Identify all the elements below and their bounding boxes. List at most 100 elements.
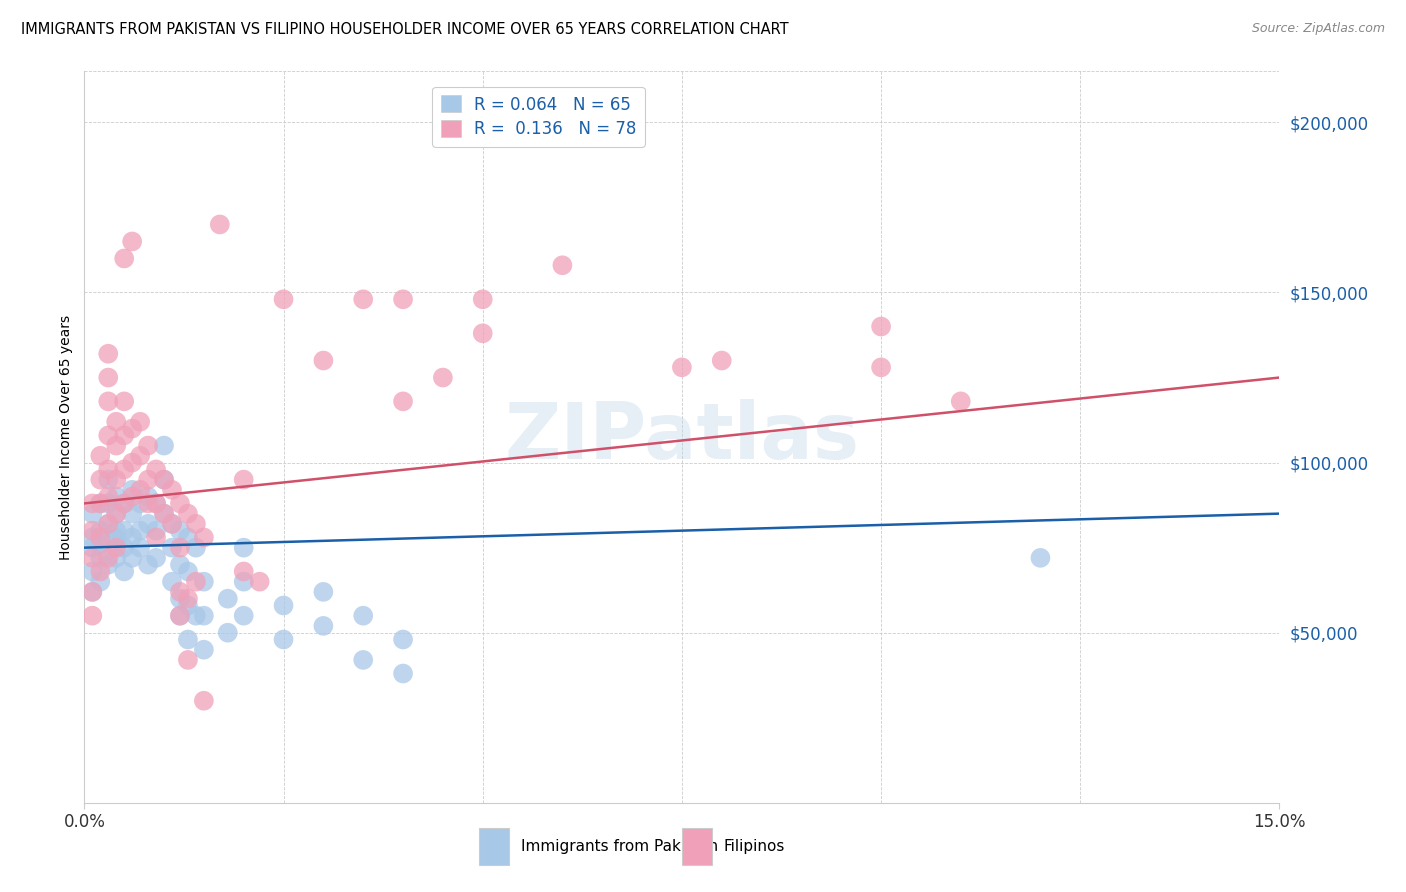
Point <box>121 235 143 249</box>
Point <box>129 449 152 463</box>
Point <box>949 394 972 409</box>
Point <box>82 496 104 510</box>
Point <box>121 507 143 521</box>
Point <box>105 490 128 504</box>
Point <box>89 496 111 510</box>
Text: IMMIGRANTS FROM PAKISTAN VS FILIPINO HOUSEHOLDER INCOME OVER 65 YEARS CORRELATIO: IMMIGRANTS FROM PAKISTAN VS FILIPINO HOU… <box>21 22 789 37</box>
Point <box>193 642 215 657</box>
Point <box>129 415 152 429</box>
Point <box>82 608 104 623</box>
Legend: R = 0.064   N = 65, R =  0.136   N = 78: R = 0.064 N = 65, R = 0.136 N = 78 <box>432 87 645 146</box>
Point <box>160 483 183 497</box>
Point <box>97 558 120 572</box>
Point <box>870 360 893 375</box>
Point <box>112 252 135 266</box>
Point <box>112 394 135 409</box>
Point <box>121 490 143 504</box>
Point <box>193 694 215 708</box>
Point <box>112 496 135 510</box>
Point <box>97 531 120 545</box>
Point <box>232 473 254 487</box>
Point <box>551 258 574 272</box>
Point <box>392 293 415 307</box>
Point <box>177 653 200 667</box>
Point <box>82 531 104 545</box>
Text: Source: ZipAtlas.com: Source: ZipAtlas.com <box>1251 22 1385 36</box>
Point <box>89 565 111 579</box>
Point <box>153 507 176 521</box>
Point <box>471 293 494 307</box>
Point <box>129 524 152 538</box>
Point <box>136 473 159 487</box>
Point <box>193 574 215 589</box>
Point <box>97 428 120 442</box>
Point <box>153 507 176 521</box>
Point <box>136 496 159 510</box>
Point <box>97 496 120 510</box>
Point <box>232 541 254 555</box>
Point <box>145 462 167 476</box>
Point <box>169 496 191 510</box>
Point <box>392 394 415 409</box>
Point <box>184 516 207 531</box>
Point <box>105 439 128 453</box>
Point <box>136 490 159 504</box>
Point <box>145 496 167 510</box>
Point <box>89 537 111 551</box>
Point <box>121 550 143 565</box>
Point <box>112 428 135 442</box>
Point <box>89 496 111 510</box>
Point <box>671 360 693 375</box>
Point <box>870 319 893 334</box>
Point <box>312 585 335 599</box>
Point <box>352 653 374 667</box>
Point <box>169 591 191 606</box>
Point <box>177 531 200 545</box>
Point <box>145 531 167 545</box>
Point <box>232 574 254 589</box>
Point <box>193 531 215 545</box>
Point <box>169 585 191 599</box>
FancyBboxPatch shape <box>682 829 711 865</box>
Point <box>177 632 200 647</box>
Point <box>121 421 143 435</box>
Point <box>136 439 159 453</box>
Point <box>145 496 167 510</box>
Point <box>193 608 215 623</box>
Point <box>105 524 128 538</box>
Point <box>136 558 159 572</box>
Text: Filipinos: Filipinos <box>724 839 785 855</box>
Point <box>105 531 128 545</box>
Point <box>160 516 183 531</box>
Point <box>169 524 191 538</box>
Point <box>89 524 111 538</box>
Point <box>112 496 135 510</box>
Point <box>169 541 191 555</box>
Point <box>145 524 167 538</box>
Point <box>112 565 135 579</box>
Point <box>1029 550 1052 565</box>
Point <box>105 550 128 565</box>
Point <box>121 531 143 545</box>
Point <box>82 507 104 521</box>
Point <box>153 473 176 487</box>
Point <box>160 541 183 555</box>
Point <box>217 625 239 640</box>
Point <box>273 599 295 613</box>
Point <box>121 456 143 470</box>
Point <box>97 462 120 476</box>
Point <box>82 524 104 538</box>
Point <box>432 370 454 384</box>
Point <box>97 550 120 565</box>
Point <box>169 608 191 623</box>
Point <box>710 353 733 368</box>
Point <box>105 415 128 429</box>
Point <box>97 370 120 384</box>
Text: Immigrants from Pakistan: Immigrants from Pakistan <box>520 839 717 855</box>
Point <box>97 516 120 531</box>
Point <box>184 608 207 623</box>
Point <box>129 496 152 510</box>
Point <box>129 541 152 555</box>
Point <box>153 439 176 453</box>
Point <box>471 326 494 341</box>
